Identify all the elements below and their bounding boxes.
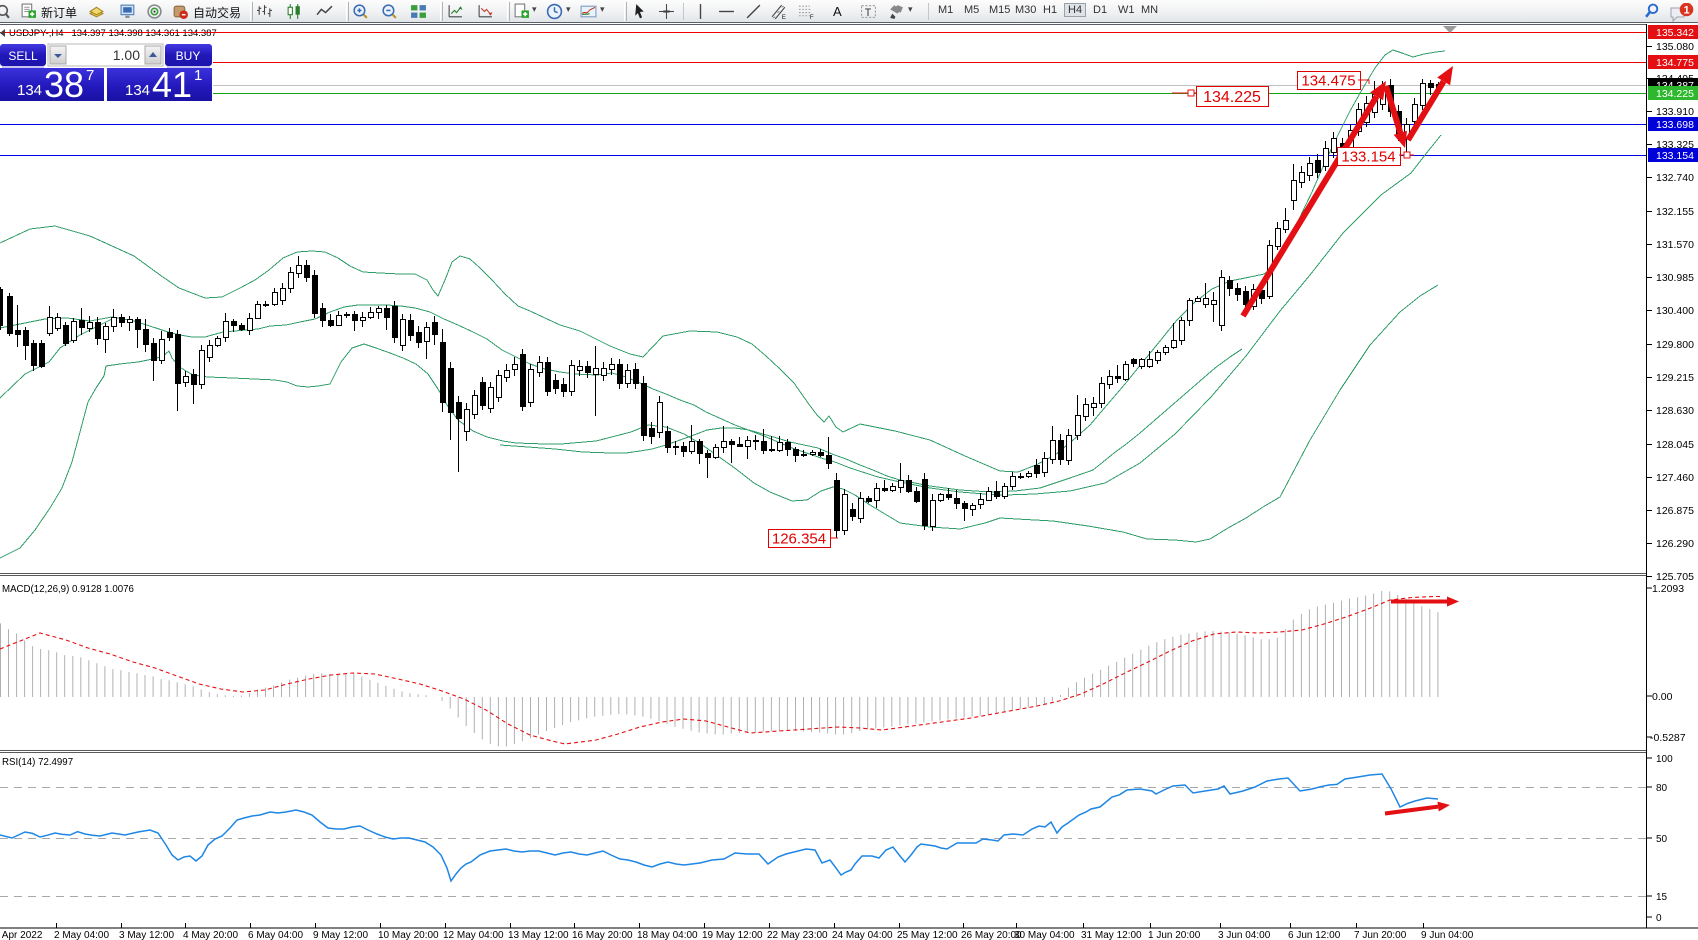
svg-text:T: T [865, 7, 872, 19]
svg-text:38: 38 [44, 64, 84, 105]
svg-text:9 May 12:00: 9 May 12:00 [313, 930, 368, 940]
svg-text:25 May 12:00: 25 May 12:00 [897, 930, 958, 940]
svg-text:16 May 20:00: 16 May 20:00 [572, 930, 633, 940]
svg-text:133.154: 133.154 [1656, 150, 1694, 162]
svg-text:126.290: 126.290 [1656, 538, 1694, 550]
svg-text:125.705: 125.705 [1656, 571, 1694, 583]
svg-text:F: F [810, 14, 814, 20]
svg-text:134.225: 134.225 [1203, 89, 1261, 106]
svg-text:134.775: 134.775 [1656, 57, 1694, 69]
svg-text:7: 7 [86, 67, 94, 84]
svg-text:18 May 04:00: 18 May 04:00 [637, 930, 698, 940]
svg-text:E: E [782, 14, 786, 20]
svg-text:135.342: 135.342 [1656, 27, 1694, 39]
svg-text:133.154: 133.154 [1341, 148, 1395, 165]
svg-text:USDJPY-,H4 134.397 134.398 1: USDJPY-,H4 134.397 134.398 134.361 134.3… [9, 28, 217, 39]
svg-text:0.00: 0.00 [1652, 691, 1673, 703]
svg-text:126.875: 126.875 [1656, 505, 1694, 517]
svg-text:127.460: 127.460 [1656, 472, 1694, 484]
svg-text:MACD(12,26,9) 0.9128 1.0076: MACD(12,26,9) 0.9128 1.0076 [2, 584, 134, 595]
svg-text:6 May 04:00: 6 May 04:00 [248, 930, 303, 940]
svg-text:3 May 12:00: 3 May 12:00 [119, 930, 174, 940]
svg-text:9 Jun 04:00: 9 Jun 04:00 [1421, 930, 1474, 940]
svg-text:131.570: 131.570 [1656, 239, 1694, 251]
svg-text:134.475: 134.475 [1301, 72, 1355, 89]
svg-text:1: 1 [1683, 5, 1689, 17]
svg-text:128.630: 128.630 [1656, 405, 1694, 417]
svg-text:RSI(14) 72.4997: RSI(14) 72.4997 [2, 757, 73, 768]
svg-text:6 Jun 12:00: 6 Jun 12:00 [1288, 930, 1341, 940]
svg-text:10 May 20:00: 10 May 20:00 [378, 930, 439, 940]
svg-text:133.698: 133.698 [1656, 119, 1694, 131]
svg-text:7 Jun 20:00: 7 Jun 20:00 [1354, 930, 1407, 940]
svg-text:BUY: BUY [176, 49, 201, 63]
svg-text:13 May 12:00: 13 May 12:00 [508, 930, 569, 940]
svg-text:24 May 04:00: 24 May 04:00 [832, 930, 893, 940]
svg-text:22 May 23:00: 22 May 23:00 [767, 930, 828, 940]
svg-text:80: 80 [1656, 783, 1668, 794]
svg-text:12 May 04:00: 12 May 04:00 [443, 930, 504, 940]
svg-text:3 Jun 04:00: 3 Jun 04:00 [1218, 930, 1271, 940]
svg-text:1.2093: 1.2093 [1652, 583, 1684, 595]
svg-text:1: 1 [194, 67, 202, 84]
svg-text:129.215: 129.215 [1656, 372, 1694, 384]
svg-text:1.00: 1.00 [113, 47, 140, 63]
svg-text:0: 0 [1656, 913, 1662, 924]
svg-text:1 Jun 20:00: 1 Jun 20:00 [1148, 930, 1201, 940]
svg-text:15: 15 [1656, 892, 1668, 903]
svg-text:135.080: 135.080 [1656, 41, 1694, 53]
svg-text:8 Apr 2022: 8 Apr 2022 [0, 930, 43, 940]
svg-text:132.155: 132.155 [1656, 206, 1694, 218]
svg-text:30 May 04:00: 30 May 04:00 [1014, 930, 1075, 940]
svg-text:4 May 20:00: 4 May 20:00 [183, 930, 238, 940]
svg-text:134.225: 134.225 [1656, 88, 1694, 100]
svg-text:132.740: 132.740 [1656, 172, 1694, 184]
svg-text:129.800: 129.800 [1656, 339, 1694, 351]
svg-text:128.045: 128.045 [1656, 439, 1694, 451]
svg-text:31 May 12:00: 31 May 12:00 [1081, 930, 1142, 940]
svg-text:-0.5287: -0.5287 [1650, 732, 1686, 744]
svg-text:41: 41 [152, 64, 192, 105]
svg-text:100: 100 [1656, 754, 1673, 765]
svg-text:126.354: 126.354 [772, 530, 826, 547]
svg-text:134: 134 [125, 82, 150, 99]
svg-text:2 May 04:00: 2 May 04:00 [54, 930, 109, 940]
svg-text:50: 50 [1656, 834, 1668, 845]
svg-text:130.985: 130.985 [1656, 272, 1694, 284]
svg-text:26 May 20:00: 26 May 20:00 [961, 930, 1022, 940]
svg-text:134: 134 [17, 82, 42, 99]
svg-text:SELL: SELL [8, 49, 38, 63]
svg-text:19 May 12:00: 19 May 12:00 [702, 930, 763, 940]
svg-text:133.910: 133.910 [1656, 106, 1694, 118]
svg-text:130.400: 130.400 [1656, 305, 1694, 317]
